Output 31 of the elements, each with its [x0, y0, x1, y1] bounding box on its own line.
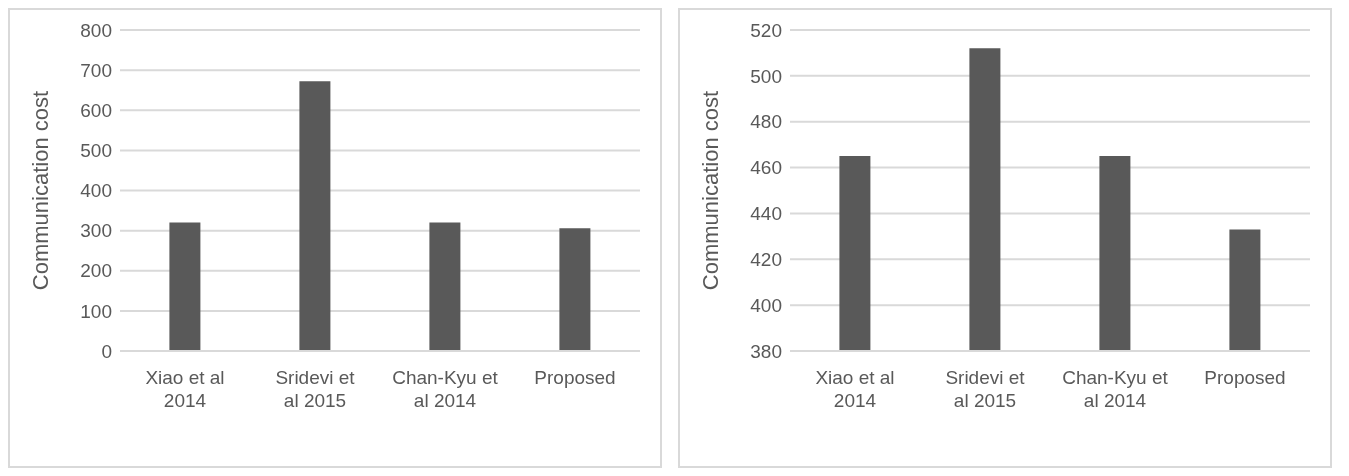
y-tick-label: 380	[750, 340, 782, 362]
bar	[559, 228, 591, 351]
y-tick-label: 300	[80, 220, 112, 242]
x-tick-label: Sridevi et al 2015	[275, 367, 356, 411]
y-tick-label: 0	[101, 340, 112, 362]
x-tick-label: Xiao et al 2014	[815, 367, 895, 411]
y-tick-label: 420	[750, 249, 782, 271]
y-tick-label: 700	[80, 59, 112, 81]
y-tick-label: 800	[80, 19, 112, 41]
y-tick-label: 500	[80, 140, 112, 162]
x-tick-label: Proposed	[534, 367, 616, 389]
x-tick-label: Chan-Kyu et al 2014	[392, 367, 499, 411]
x-tick-label: Xiao et al 2014	[145, 367, 225, 411]
x-tick-label: Sridevi et al 2015	[945, 367, 1026, 411]
bar	[429, 222, 461, 351]
bar	[299, 81, 331, 351]
y-tick-label: 400	[80, 180, 112, 202]
y-tick-label: 600	[80, 100, 112, 121]
y-axis-title: Communication cost	[697, 90, 723, 291]
y-tick-label: 100	[80, 300, 112, 322]
y-tick-label: 520	[750, 19, 782, 41]
y-tick-label: 200	[80, 260, 112, 282]
y-axis-title: Communication cost	[27, 90, 53, 291]
y-tick-label: 460	[750, 157, 782, 179]
x-tick-label: Proposed	[1204, 367, 1286, 389]
y-tick-label: 480	[750, 111, 782, 133]
y-tick-label: 400	[750, 294, 782, 316]
x-tick-label: Chan-Kyu et al 2014	[1062, 367, 1169, 411]
bar	[169, 222, 201, 351]
y-tick-label: 500	[750, 65, 782, 87]
y-tick-label: 440	[750, 203, 782, 225]
